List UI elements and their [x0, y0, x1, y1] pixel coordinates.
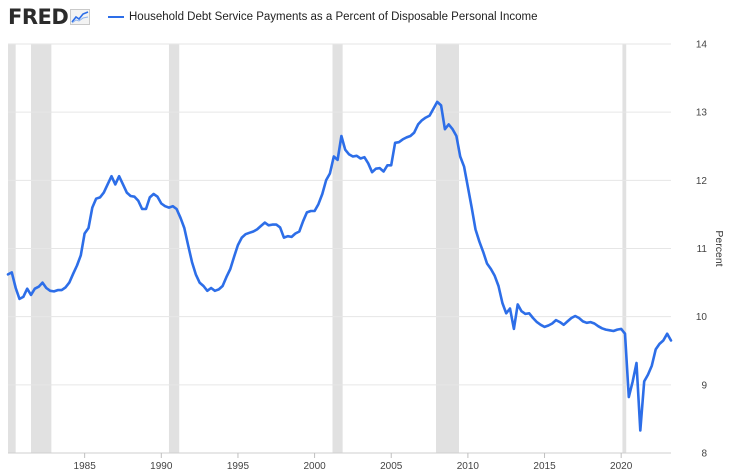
fred-logo-text: FRED — [8, 5, 69, 29]
x-tick-label-2010: 2010 — [457, 461, 480, 472]
series-line-0 — [6, 100, 673, 432]
y-tick-label-14: 14 — [696, 40, 708, 51]
chart-legend: Household Debt Service Payments as a Per… — [108, 8, 537, 26]
gridlines — [8, 43, 671, 454]
y-tick-label-10: 10 — [696, 312, 708, 323]
x-tick-label-1990: 1990 — [150, 461, 173, 472]
y-axis-title: Percent — [713, 230, 725, 266]
y-tick-label-12: 12 — [696, 176, 708, 187]
y-tick-label-8: 8 — [701, 449, 707, 460]
legend-label: Household Debt Service Payments as a Per… — [129, 11, 538, 23]
trend-chart-icon — [70, 9, 91, 25]
y-tick-label-9: 9 — [701, 380, 707, 391]
y-tick-label-13: 13 — [696, 108, 708, 119]
y-axis: 8 9 10 11 12 13 14 — [696, 40, 708, 460]
x-tick-label-2020: 2020 — [610, 461, 633, 472]
x-tick-label-1985: 1985 — [74, 461, 97, 472]
x-tick-label-2000: 2000 — [303, 461, 326, 472]
x-tick-label-2005: 2005 — [380, 461, 403, 472]
fred-logo[interactable]: FRED — [8, 5, 91, 29]
x-axis: 1985 1990 1995 2000 2005 2010 2015 2020 — [74, 453, 633, 472]
x-tick-label-1995: 1995 — [227, 461, 250, 472]
legend-swatch — [108, 16, 124, 18]
x-tick-label-2015: 2015 — [533, 461, 556, 472]
y-tick-label-11: 11 — [697, 244, 708, 255]
series-group — [6, 100, 673, 432]
